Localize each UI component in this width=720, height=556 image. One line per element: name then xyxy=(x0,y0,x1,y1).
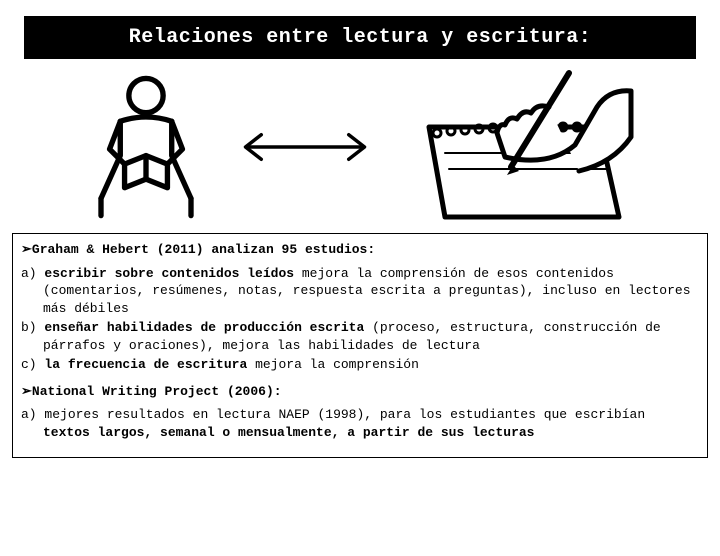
reader-icon xyxy=(81,72,211,222)
section1-item-c: c) la frecuencia de escritura mejora la … xyxy=(21,356,699,374)
section1-item-b: b) enseñar habilidades de producción esc… xyxy=(21,319,699,354)
section2-items: a) mejores resultados en lectura NAEP (1… xyxy=(21,406,699,441)
section1-header: ➢Graham & Hebert (2011) analizan 95 estu… xyxy=(21,240,699,259)
section2-header: ➢National Writing Project (2006): xyxy=(21,382,699,401)
illustration-row xyxy=(0,67,720,227)
section1-items: a) escribir sobre contenidos leídos mejo… xyxy=(21,265,699,374)
section2-item-a: a) mejores resultados en lectura NAEP (1… xyxy=(21,406,699,441)
double-arrow-icon xyxy=(235,127,375,167)
bullet-glyph: ➢ xyxy=(21,382,32,400)
writer-icon xyxy=(399,67,639,227)
page-title: Relaciones entre lectura y escritura: xyxy=(24,16,696,59)
section1-item-a: a) escribir sobre contenidos leídos mejo… xyxy=(21,265,699,318)
content-box: ➢Graham & Hebert (2011) analizan 95 estu… xyxy=(12,233,708,458)
bullet-glyph: ➢ xyxy=(21,240,32,258)
